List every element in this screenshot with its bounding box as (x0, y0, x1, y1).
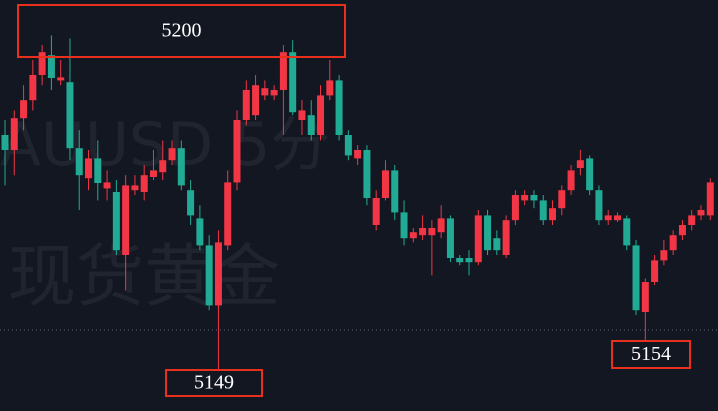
candle-body (103, 182, 111, 189)
candle-body (38, 52, 46, 75)
candle-body (307, 115, 315, 135)
candle-body (122, 185, 130, 255)
candle-body (289, 52, 297, 113)
candle-body (149, 170, 157, 177)
candle-body (465, 258, 473, 263)
candle-body (558, 190, 566, 209)
candle-body (326, 80, 334, 96)
candle-body (298, 110, 306, 120)
candle-body (391, 170, 399, 213)
candle-body (94, 158, 102, 183)
watermark-name: 现货黄金 (8, 238, 280, 317)
candle-body (140, 175, 148, 192)
candle-body (381, 170, 389, 198)
candle-body (493, 238, 501, 251)
candle-body (632, 245, 640, 311)
candle-body (214, 242, 222, 306)
candle-body (196, 218, 204, 246)
candle-body (539, 200, 547, 221)
candle-body (567, 170, 575, 191)
candle-body (446, 218, 454, 258)
candle-body (10, 118, 18, 150)
candle-body (131, 185, 139, 191)
annotation-box (17, 4, 346, 58)
candle-body (400, 212, 408, 239)
candle-body (576, 160, 584, 168)
candle-body (233, 120, 241, 183)
candle-body (224, 182, 232, 246)
candle-body (697, 210, 705, 216)
candle-body (428, 228, 436, 236)
candle-body (363, 150, 371, 198)
annotation-box (165, 369, 263, 397)
candle-body (530, 195, 538, 201)
candle-body (47, 55, 55, 78)
candle-body (419, 228, 427, 236)
candle-body (270, 90, 278, 96)
candle-body (409, 232, 417, 239)
candle-body (502, 220, 510, 255)
candle-body (586, 158, 594, 191)
candle-body (205, 245, 213, 306)
candle-body (595, 190, 603, 221)
candle-body (456, 258, 464, 263)
candle-body (484, 215, 492, 251)
candle-body (66, 82, 74, 149)
annotation-label: 5154 (631, 343, 671, 365)
candle-body (549, 208, 557, 221)
candle-body (177, 148, 185, 186)
candle-body (187, 190, 195, 216)
candle-body (651, 260, 659, 282)
candle-body (279, 52, 287, 90)
candle-body (75, 148, 83, 176)
candle-body (317, 95, 325, 135)
candle-body (474, 215, 482, 263)
candle-body (252, 85, 260, 116)
annotation-box (611, 340, 691, 369)
candle-body (688, 215, 696, 225)
candle-body (669, 235, 677, 251)
candle-body (335, 80, 343, 135)
candle-body (372, 198, 380, 225)
candle-body (613, 215, 621, 221)
candle-body (159, 160, 167, 173)
annotation-label: 5200 (162, 20, 202, 42)
candle-body (604, 215, 612, 221)
candle-body (242, 90, 250, 120)
candle-body (261, 88, 269, 96)
candle-body (57, 77, 65, 81)
candle-body (354, 150, 362, 159)
candle-body (678, 225, 686, 236)
candle-body (660, 250, 668, 261)
candle-body (641, 282, 649, 312)
candle-body (20, 100, 28, 119)
candle-body (511, 195, 519, 221)
candle-body (623, 218, 631, 246)
candle-body (1, 135, 9, 150)
candle-body (344, 135, 352, 156)
candle-body (168, 148, 176, 161)
candle-body (437, 218, 445, 233)
candle-body (85, 158, 93, 179)
candle-body (29, 75, 37, 101)
candle-body (521, 195, 529, 201)
annotation-label: 5149 (194, 372, 234, 394)
candle-body (706, 182, 714, 216)
candle-body (112, 192, 120, 251)
